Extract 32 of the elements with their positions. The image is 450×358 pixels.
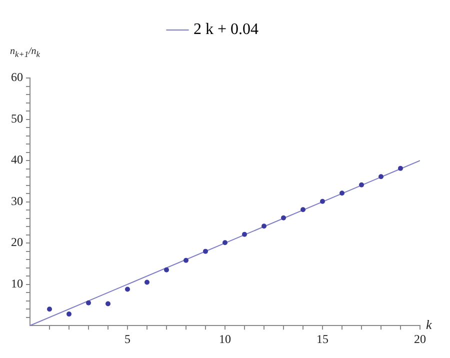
x-tick-label: 20 xyxy=(414,332,426,346)
point xyxy=(262,224,266,229)
point xyxy=(164,267,169,272)
point xyxy=(281,215,286,220)
point xyxy=(242,232,247,237)
point xyxy=(222,240,228,246)
y-tick-label: 40 xyxy=(11,152,23,167)
point xyxy=(86,300,91,306)
y-tick-label: 50 xyxy=(11,111,23,126)
y-tick-label: 10 xyxy=(11,276,23,290)
point xyxy=(320,198,325,204)
point xyxy=(340,190,344,196)
y-tick-label: 30 xyxy=(11,194,23,208)
point xyxy=(203,248,208,254)
y-axis-title: n$_{k+1}$/n$_{k}$ xyxy=(10,46,40,59)
y-tick-label: 60 xyxy=(11,70,23,84)
point xyxy=(47,306,52,312)
point xyxy=(66,312,72,317)
point xyxy=(125,286,130,292)
point xyxy=(106,301,110,306)
x-tick-label: 10 xyxy=(219,332,231,346)
point xyxy=(300,207,306,212)
point xyxy=(378,174,384,180)
point xyxy=(359,182,364,188)
x-tick-label: 15 xyxy=(316,332,328,346)
y-tick-label: 20 xyxy=(11,235,23,250)
x-tick-label: 5 xyxy=(124,332,130,346)
point xyxy=(398,166,403,171)
legend-label: 2 k + 0.04 xyxy=(193,21,259,38)
point xyxy=(144,280,150,285)
point xyxy=(184,258,188,263)
x-axis-title: k xyxy=(426,317,432,332)
